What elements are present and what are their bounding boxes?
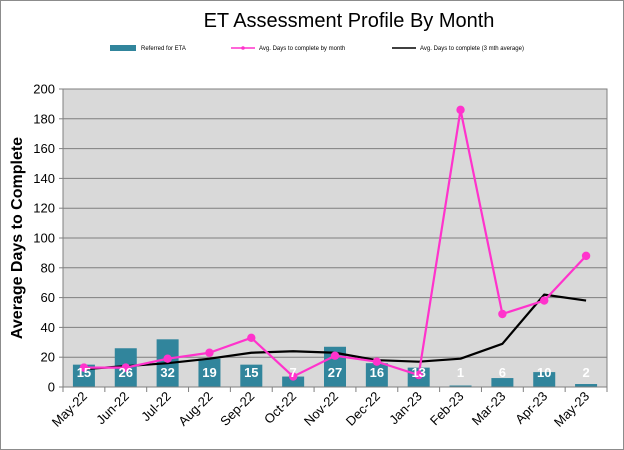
x-tick-label: Jan-23 xyxy=(386,389,425,428)
avg-monthly-point xyxy=(414,370,423,380)
bar-data-label: 19 xyxy=(202,365,216,380)
avg-monthly-point xyxy=(247,333,256,343)
y-tick-label: 100 xyxy=(33,231,55,246)
bar-data-label: 15 xyxy=(244,365,258,380)
y-axis: 0 20 40 60 80 100 120 140 160 180 200 xyxy=(33,82,63,395)
bar xyxy=(533,372,556,387)
x-tick-label: Jun-22 xyxy=(93,389,132,428)
bar xyxy=(198,358,221,387)
bar-data-label: 1 xyxy=(457,365,464,380)
legend-swatch-bar xyxy=(110,45,136,51)
y-tick-label: 180 xyxy=(33,111,55,126)
x-tick-label: May-23 xyxy=(551,389,592,430)
x-tick-label: Mar-23 xyxy=(469,389,509,429)
bar-data-label: 32 xyxy=(160,365,174,380)
x-tick-label: May-22 xyxy=(49,389,90,430)
legend: Referred for ETA Avg. Days to complete by… xyxy=(110,45,524,52)
line-series xyxy=(79,105,591,381)
legend-marker-monthly xyxy=(241,46,245,50)
y-tick-label: 160 xyxy=(33,141,55,156)
x-tick-label: Apr-23 xyxy=(512,389,550,427)
x-axis: May-22 Jun-22 Jul-22 Aug-22 Sep-22 Oct-22 Nov-… xyxy=(49,386,608,430)
bar-data-label: 7 xyxy=(290,365,297,380)
avg-monthly-point xyxy=(205,348,214,357)
avg-monthly-point xyxy=(498,309,507,319)
legend-label: Avg. Days to complete by month xyxy=(259,46,345,52)
avg-monthly-point xyxy=(456,105,465,115)
avg-monthly-point xyxy=(121,363,130,372)
bar-data-label: 26 xyxy=(119,365,133,380)
y-tick-label: 120 xyxy=(33,201,55,216)
avg-monthly-point xyxy=(372,357,382,366)
avg-monthly-point xyxy=(581,251,591,261)
y-axis-label: Average Days to Complete xyxy=(9,137,26,339)
bar-data-label: 27 xyxy=(328,365,342,380)
bar-data-label: 2 xyxy=(582,365,589,380)
bar-data-label: 10 xyxy=(537,365,551,380)
bar-data-label: 13 xyxy=(411,365,425,380)
legend-label: Referred for ETA xyxy=(141,46,186,52)
avg-monthly-point xyxy=(79,363,89,372)
x-tick-label: Nov-22 xyxy=(301,389,341,429)
y-tick-label: 200 xyxy=(33,82,55,97)
bar xyxy=(449,385,472,387)
y-tick-label: 0 xyxy=(48,380,55,395)
y-tick-label: 60 xyxy=(41,290,55,305)
bar-data-label: 6 xyxy=(499,365,506,380)
avg-monthly-point xyxy=(288,372,298,381)
chart-title: ET Assessment Profile By Month xyxy=(204,10,495,32)
x-tick-label: Feb-23 xyxy=(427,389,467,429)
avg-monthly-point xyxy=(163,354,172,363)
x-tick-label: Oct-22 xyxy=(261,389,299,427)
y-tick-label: 140 xyxy=(33,171,55,186)
bar xyxy=(282,376,305,387)
avg-monthly-point xyxy=(330,351,340,360)
x-tick-label: Jul-22 xyxy=(138,389,174,425)
x-tick-label: Dec-22 xyxy=(343,389,383,429)
y-tick-label: 80 xyxy=(41,260,55,275)
bar xyxy=(72,364,95,387)
x-tick-label: Aug-22 xyxy=(175,389,215,429)
bar xyxy=(240,364,263,387)
y-tick-label: 40 xyxy=(41,320,55,335)
bar-data-label: 15 xyxy=(77,365,91,380)
bar-data-label: 16 xyxy=(370,365,384,380)
bar-data-labels: 15 26 32 19 15 7 27 16 13 1 6 10 2 xyxy=(77,365,590,380)
bar xyxy=(491,378,514,387)
x-tick-label: Sep-22 xyxy=(217,389,257,429)
bar xyxy=(575,384,598,387)
legend-label: Avg. Days to complete (3 mth average) xyxy=(420,46,524,52)
bar xyxy=(365,363,388,387)
avg-monthly-point xyxy=(540,296,549,305)
y-tick-label: 20 xyxy=(41,350,55,365)
